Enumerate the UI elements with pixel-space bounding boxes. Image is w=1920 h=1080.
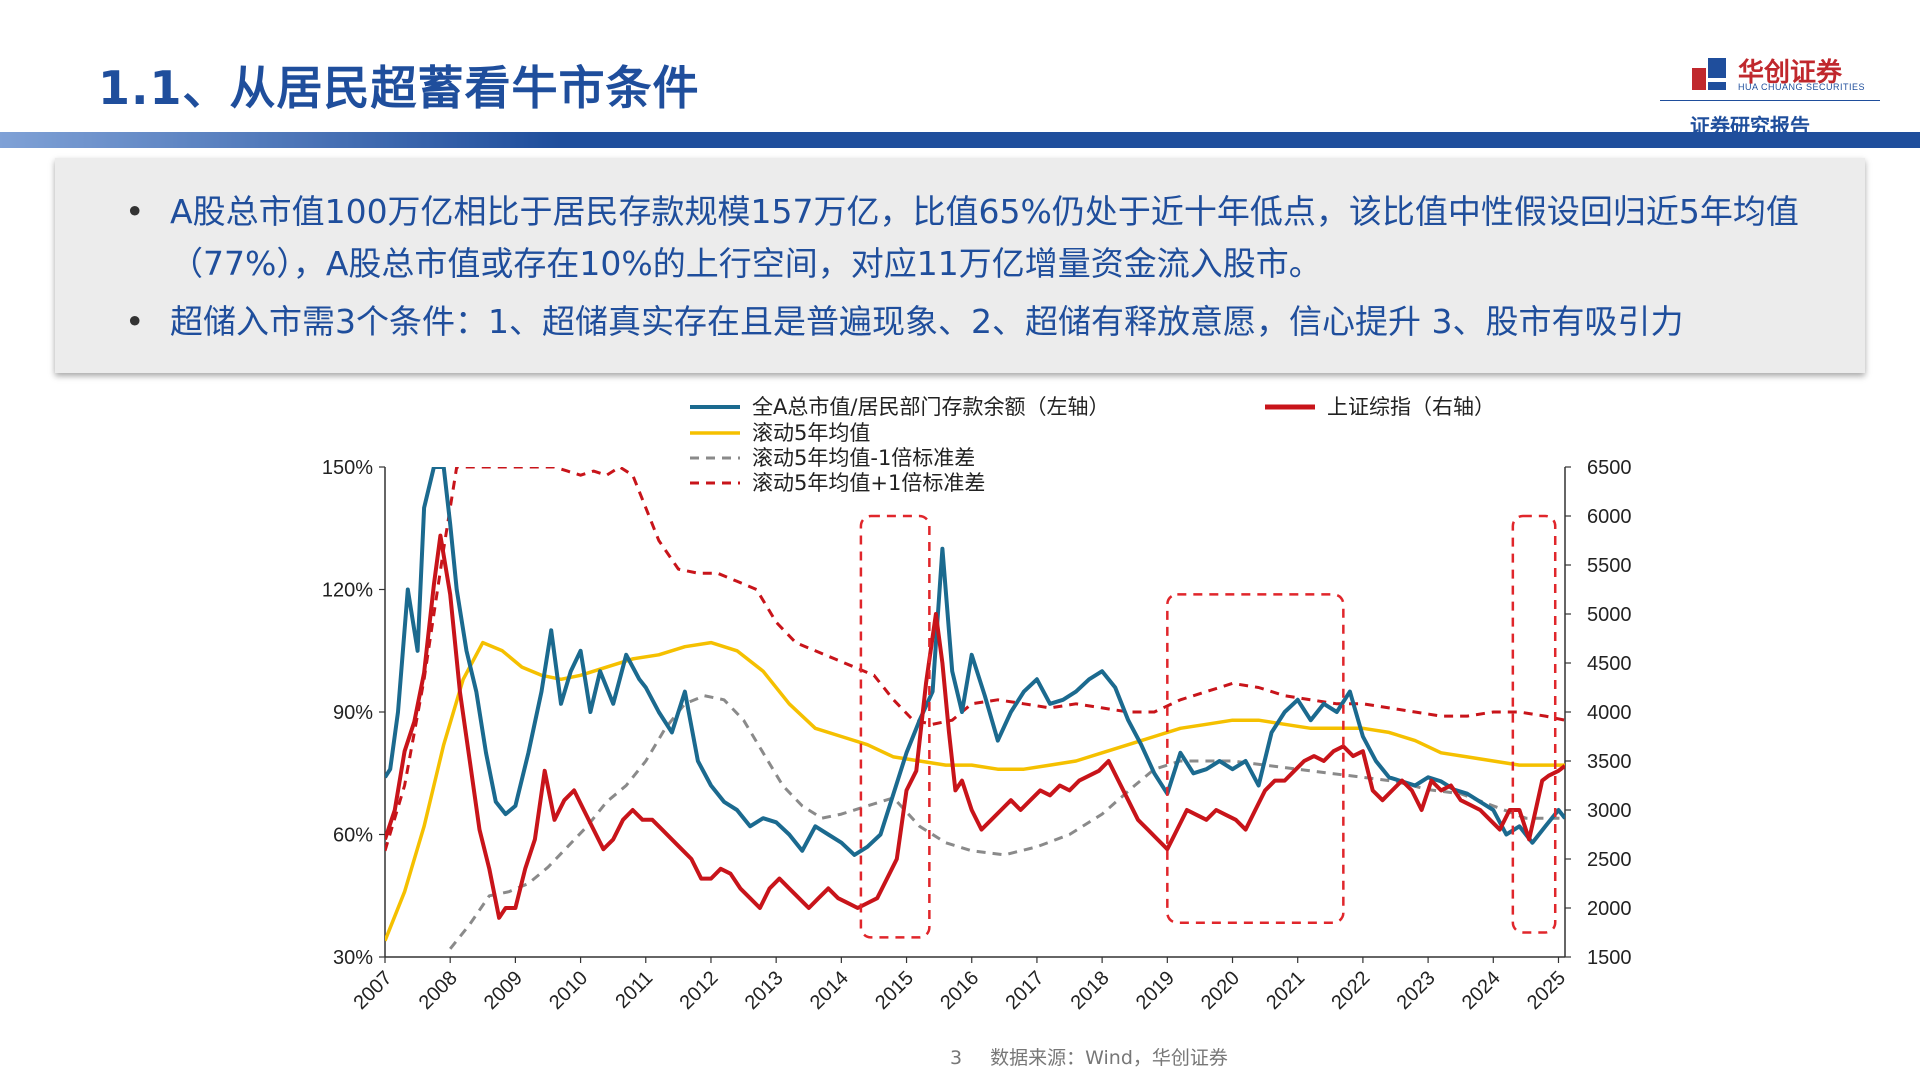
y-left-tick-label: 150% [322,457,373,479]
brand-name-cn: 华创证券 [1738,58,1843,88]
legend-label: 全A总市值/居民部门存款余额（左轴） [752,395,1109,419]
logo-divider [1660,100,1880,101]
y-right-tick-label: 5500 [1587,555,1632,577]
x-tick-label: 2013 [741,967,788,1014]
footer: 3 数据来源：Wind，华创证券 [950,1043,1228,1070]
x-tick-label: 2009 [480,967,527,1014]
x-tick-label: 2023 [1393,967,1440,1014]
x-tick-label: 2011 [611,967,657,1013]
y-left-tick-label: 30% [333,947,373,969]
x-tick-label: 2019 [1132,967,1179,1014]
logo-mark-icon [1692,58,1726,90]
x-tick-label: 2017 [1001,967,1048,1014]
highlight-box [1511,514,1557,934]
summary-box: • A股总市值100万亿相比于居民存款规模157万亿，比值65%仍处于近十年低点… [55,158,1865,373]
x-tick-label: 2022 [1327,967,1374,1014]
bullet-text: 超储入市需3个条件：1、超储真实存在且是普遍现象、2、超储有释放意愿，信心提升 … [170,302,1684,341]
bullet-dot-icon: • [125,302,145,341]
x-tick-label: 2021 [1262,967,1309,1014]
page-number: 3 [950,1047,963,1069]
x-tick-label: 2018 [1067,967,1114,1014]
brand-name-en: HUA CHUANG SECURITIES [1738,82,1866,92]
y-right-tick-label: 3500 [1587,751,1632,773]
y-left-tick-label: 60% [333,825,373,847]
source-note: 数据来源：Wind，华创证券 [990,1047,1228,1069]
y-left-tick-label: 90% [333,702,373,724]
highlight-box [1166,593,1345,924]
bullet-text: A股总市值100万亿相比于居民存款规模157万亿，比值65%仍处于近十年低点，该… [170,192,1799,283]
y-right-tick-label: 2500 [1587,849,1632,871]
legend-label: 滚动5年均值 [752,421,870,445]
series-line-1 [385,640,1565,942]
x-tick-label: 2012 [675,967,722,1014]
y-right-tick-label: 4500 [1587,653,1632,675]
ratio-vs-index-chart: 30% 60% 90% 120% 150% 1500 2000 2500 3000 3500 400… [322,395,1632,1014]
x-tick-label: 2016 [936,967,983,1014]
highlight-box [859,514,931,939]
y-right-tick-label: 5000 [1587,604,1632,626]
header-bar-gradient [0,132,560,148]
y-right-tick-label: 3000 [1587,800,1632,822]
x-tick-label: 2007 [350,967,397,1014]
x-tick-label: 2015 [871,967,918,1014]
y-left-tick-label: 120% [322,580,373,602]
series-line-2 [449,694,1565,950]
x-tick-label: 2008 [415,967,462,1014]
brand-logo: 华创证券 HUA CHUANG SECURITIES [1690,50,1870,98]
bullet-dot-icon: • [125,192,145,231]
x-tick-label: 2020 [1197,967,1244,1014]
x-tick-label: 2014 [806,967,853,1014]
x-tick-label: 2025 [1523,967,1570,1014]
y-right-tick-label: 1500 [1587,947,1632,969]
legend-label: 滚动5年均值+1倍标准差 [752,471,985,495]
y-right-tick-label: 2000 [1587,898,1632,920]
legend-label: 滚动5年均值-1倍标准差 [752,446,975,470]
y-right-tick-label: 4000 [1587,702,1632,724]
series-line-4 [385,533,1565,920]
x-tick-label: 2024 [1458,967,1505,1014]
y-right-tick-label: 6000 [1587,506,1632,528]
y-right-tick-label: 6500 [1587,457,1632,479]
x-tick-label: 2010 [545,967,592,1014]
page-title: 1.1、从居民超蓄看牛市条件 [98,61,700,115]
legend-label: 上证综指（右轴） [1327,395,1495,419]
